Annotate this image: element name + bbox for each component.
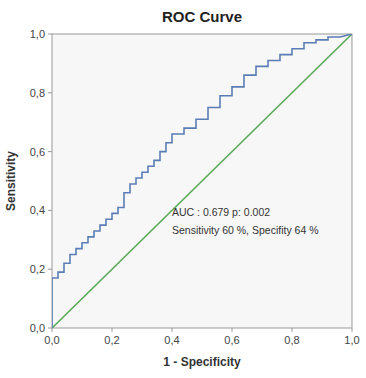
y-tick-label: 0,6 <box>30 146 45 158</box>
x-tick-label: 0,0 <box>44 334 59 346</box>
x-tick <box>112 328 113 332</box>
annotation: AUC : 0.679 p: 0.002 <box>172 206 270 218</box>
plot-area <box>52 34 352 328</box>
y-tick <box>48 210 52 211</box>
x-tick <box>52 328 53 332</box>
x-tick-label: 1,0 <box>344 334 359 346</box>
x-tick <box>232 328 233 332</box>
line-series <box>52 34 352 328</box>
annotation: Sensitivity 60 %, Specifity 64 % <box>172 224 318 236</box>
x-tick <box>352 328 353 332</box>
x-tick-label: 0,4 <box>164 334 179 346</box>
y-tick <box>48 269 52 270</box>
y-tick <box>48 92 52 93</box>
y-axis-label: Sensitivity <box>4 151 18 211</box>
y-tick-label: 1,0 <box>30 28 45 40</box>
y-tick-label: 0,0 <box>30 322 45 334</box>
y-tick <box>48 151 52 152</box>
y-tick-label: 0,4 <box>30 204 45 216</box>
y-tick <box>48 328 52 329</box>
x-tick <box>292 328 293 332</box>
x-axis-label: 1 - Specificity <box>163 355 241 369</box>
x-tick-label: 0,8 <box>284 334 299 346</box>
plot-frame <box>52 34 352 328</box>
y-tick <box>48 34 52 35</box>
chart: 0,0 0,2 0,4 0,6 0,8 1,0 0,0 0,2 0,4 0,6 0,8 1,0 AUC … <box>0 0 366 378</box>
x-tick <box>172 328 173 332</box>
x-tick-label: 0,2 <box>104 334 119 346</box>
line-series <box>52 34 352 328</box>
series-group <box>52 34 352 328</box>
title: ROC Curve <box>162 8 242 25</box>
y-tick-label: 0,8 <box>30 87 45 99</box>
y-tick-label: 0,2 <box>30 263 45 275</box>
x-tick-label: 0,6 <box>224 334 239 346</box>
